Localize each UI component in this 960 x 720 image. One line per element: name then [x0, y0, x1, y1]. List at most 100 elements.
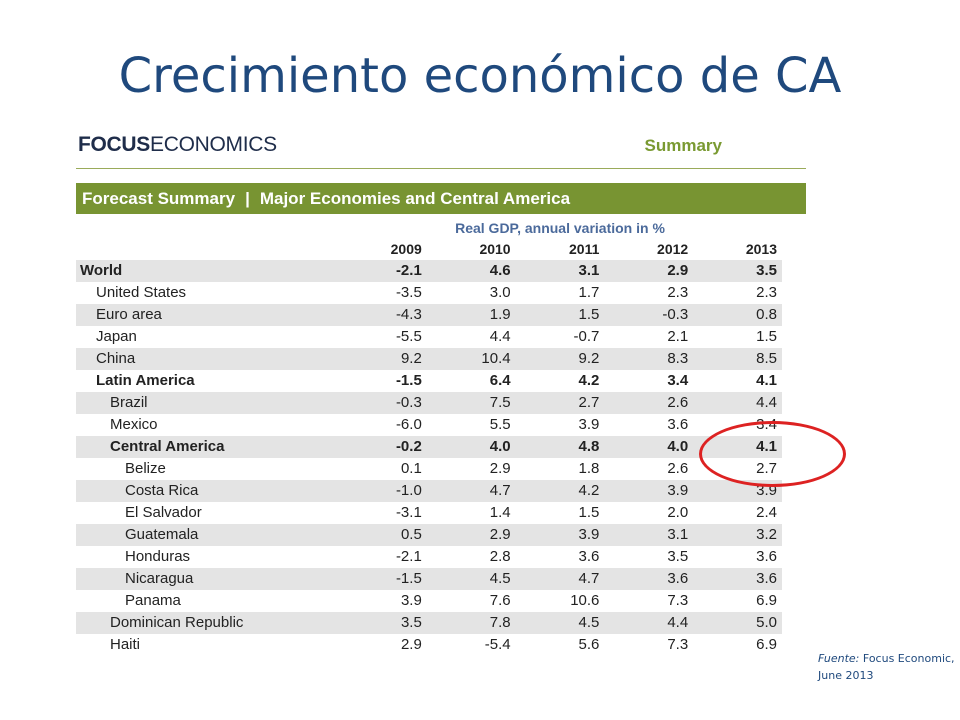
value-cell: -0.3: [338, 392, 427, 414]
highlight-circle: [699, 421, 846, 487]
value-cell: 3.9: [400, 592, 422, 609]
value-cell: -6.0: [395, 416, 422, 433]
value-cell: 3.9: [578, 416, 600, 433]
value-cell: 7.5: [426, 392, 516, 414]
table-body: World -2.1 4.6 3.1 2.9 3.5 United States -3.5 3.…: [76, 260, 782, 656]
value-cell: -3.5: [395, 284, 422, 301]
banner-title: Forecast Summary: [82, 189, 236, 208]
value-cell: 0.5: [338, 524, 427, 546]
value-cell: 3.6: [604, 568, 694, 590]
value-cell: 3.6: [693, 568, 782, 590]
value-cell: 2.6: [667, 460, 689, 477]
value-cell: 4.5: [426, 568, 516, 590]
label-column-header: [76, 238, 338, 260]
value-cell: 3.9: [604, 480, 694, 502]
table-row: Honduras -2.1 2.8 3.6 3.5 3.6: [76, 546, 782, 568]
table-row: El Salvador -3.1 1.4 1.5 2.0 2.4: [76, 502, 782, 524]
banner-subtitle: Major Economies and Central America: [259, 189, 571, 208]
table-row: Costa Rica -1.0 4.7 4.2 3.9 3.9: [76, 480, 782, 502]
value-cell: 2.6: [604, 392, 694, 414]
value-cell: 2.9: [400, 636, 422, 653]
value-cell: -0.7: [573, 328, 600, 345]
table-row: Haiti 2.9 -5.4 5.6 7.3 6.9: [76, 634, 782, 656]
row-label: Latin America: [96, 372, 195, 389]
row-label: Euro area: [76, 304, 338, 326]
value-cell: 2.4: [756, 504, 777, 521]
row-label: Guatemala: [76, 524, 338, 546]
value-cell: 7.6: [489, 592, 511, 609]
value-cell: -5.5: [395, 328, 422, 345]
table-row: Mexico -6.0 5.5 3.9 3.6 3.4: [76, 414, 782, 436]
value-cell: 1.4: [489, 504, 511, 521]
value-cell: 4.4: [693, 392, 782, 414]
value-cell: 4.0: [604, 436, 694, 458]
value-cell: 1.5: [578, 504, 600, 521]
value-cell: -0.3: [604, 304, 694, 326]
gdp-forecast-table: Real GDP, annual variation in % 2009 201…: [76, 218, 782, 656]
value-cell: 4.7: [426, 480, 516, 502]
value-cell: 4.1: [756, 372, 777, 389]
source-note: Fuente: Focus Economic, June 2013: [818, 650, 958, 684]
source-text: Focus Economic, June 2013: [818, 652, 955, 682]
row-label: Mexico: [110, 416, 158, 433]
value-cell: 1.7: [578, 284, 600, 301]
table-row: World -2.1 4.6 3.1 2.9 3.5: [76, 260, 782, 282]
value-cell: 8.5: [693, 348, 782, 370]
value-cell: -2.1: [395, 548, 422, 565]
forecast-report: FOCUSECONOMICS Summary Forecast Summary |…: [76, 128, 806, 656]
value-cell: 7.3: [667, 636, 689, 653]
forecast-table-wrapper: Real GDP, annual variation in % 2009 201…: [76, 218, 782, 656]
row-label: El Salvador: [125, 504, 202, 521]
value-cell: 3.6: [578, 548, 600, 565]
value-cell: 5.5: [489, 416, 511, 433]
year-header: 2009: [390, 241, 422, 257]
value-cell: 1.5: [756, 328, 777, 345]
units-header-row: Real GDP, annual variation in %: [76, 218, 782, 238]
value-cell: 0.8: [693, 304, 782, 326]
table-row: Belize 0.1 2.9 1.8 2.6 2.7: [76, 458, 782, 480]
report-masthead: FOCUSECONOMICS Summary: [76, 128, 806, 169]
row-label: Haiti: [110, 636, 141, 653]
value-cell: 1.5: [515, 304, 605, 326]
units-spacer: [76, 218, 338, 238]
value-cell: 2.9: [489, 460, 511, 477]
value-cell: 1.8: [578, 460, 600, 477]
value-cell: 4.2: [515, 480, 605, 502]
table-row: Latin America -1.5 6.4 4.2 3.4 4.1: [76, 370, 782, 392]
value-cell: 4.8: [515, 436, 605, 458]
table-row: United States -3.5 3.0 1.7 2.3 2.3: [76, 282, 782, 304]
year-header: 2010: [479, 241, 511, 257]
value-cell: 3.0: [489, 284, 511, 301]
years-header-row: 2009 2010 2011 2012 2013: [76, 238, 782, 260]
row-label: Central America: [76, 436, 338, 458]
value-cell: 3.6: [667, 416, 689, 433]
value-cell: 3.2: [693, 524, 782, 546]
row-label: Costa Rica: [76, 480, 338, 502]
table-row: Central America -0.2 4.0 4.8 4.0 4.1: [76, 436, 782, 458]
value-cell: 2.1: [667, 328, 689, 345]
row-label: China: [76, 348, 338, 370]
value-cell: 8.3: [604, 348, 694, 370]
value-cell: 6.9: [756, 592, 777, 609]
value-cell: 5.0: [693, 612, 782, 634]
value-cell: 3.5: [338, 612, 427, 634]
table-row: Nicaragua -1.5 4.5 4.7 3.6 3.6: [76, 568, 782, 590]
table-row: Brazil -0.3 7.5 2.7 2.6 4.4: [76, 392, 782, 414]
value-cell: 2.7: [515, 392, 605, 414]
table-row: China 9.2 10.4 9.2 8.3 8.5: [76, 348, 782, 370]
year-header: 2012: [657, 241, 689, 257]
value-cell: -1.5: [338, 568, 427, 590]
value-cell: -4.3: [338, 304, 427, 326]
value-cell: 0.1: [400, 460, 422, 477]
value-cell: 4.6: [426, 260, 516, 282]
row-label: Dominican Republic: [76, 612, 338, 634]
row-label: Nicaragua: [76, 568, 338, 590]
units-label: Real GDP, annual variation in %: [455, 220, 665, 236]
table-row: Panama 3.9 7.6 10.6 7.3 6.9: [76, 590, 782, 612]
value-cell: 9.2: [338, 348, 427, 370]
row-label: World: [76, 260, 338, 282]
value-cell: 4.4: [489, 328, 511, 345]
value-cell: -2.1: [338, 260, 427, 282]
row-label: United States: [96, 284, 187, 301]
value-cell: -5.4: [484, 636, 511, 653]
